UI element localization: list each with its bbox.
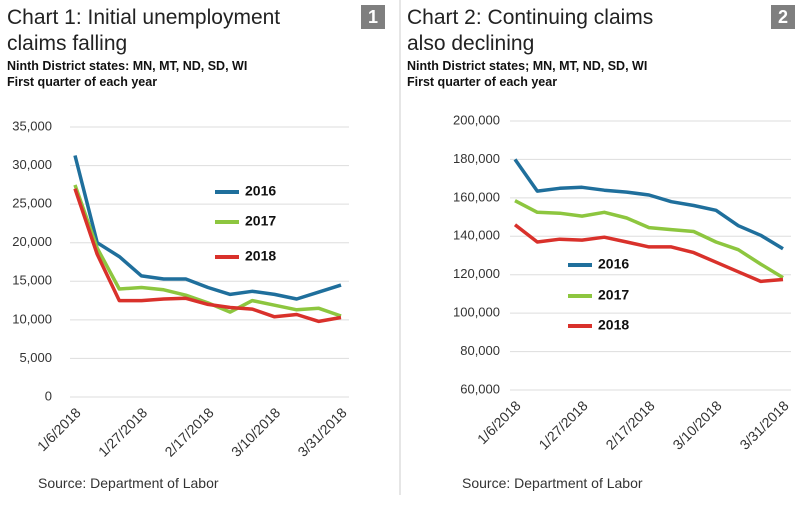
chart-badge: 2: [771, 5, 795, 29]
y-tick-label: 5,000: [19, 350, 52, 365]
x-tick-label: 1/6/2018: [474, 397, 524, 447]
x-tick-label: 3/10/2018: [669, 397, 725, 453]
y-tick-label: 180,000: [453, 151, 500, 166]
chart-subtitle: Ninth District states; MN, MT, ND, SD, W…: [407, 59, 648, 73]
y-tick-label: 10,000: [12, 311, 52, 326]
y-tick-label: 100,000: [453, 305, 500, 320]
y-tick-label: 0: [45, 388, 52, 403]
chart-title: Chart 2: Continuing claims also declinin…: [407, 6, 654, 55]
y-tick-label: 60,000: [460, 381, 500, 396]
legend-label: 2016: [245, 183, 276, 199]
y-tick-label: 30,000: [12, 157, 52, 172]
x-tick-label: 3/10/2018: [228, 404, 284, 460]
x-tick-label: 1/27/2018: [535, 397, 591, 453]
source-note: Source: Department of Labor: [462, 475, 643, 491]
chart-subtitle: Ninth District states: MN, MT, ND, SD, W…: [7, 59, 248, 73]
y-tick-label: 80,000: [460, 343, 500, 358]
legend-label: 2018: [598, 317, 629, 333]
x-tick-label: 3/31/2018: [736, 397, 792, 453]
x-tick-label: 1/27/2018: [95, 404, 151, 460]
y-tick-label: 120,000: [453, 266, 500, 281]
y-tick-label: 25,000: [12, 196, 52, 211]
y-tick-label: 160,000: [453, 189, 500, 204]
x-tick-label: 2/17/2018: [161, 404, 217, 460]
series-line: [513, 223, 784, 284]
series-line: [73, 188, 342, 324]
y-tick-label: 200,000: [453, 112, 500, 127]
series-line: [73, 155, 342, 301]
chart-title: Chart 1: Initial unemployment claims fal…: [7, 6, 281, 55]
series-line: [513, 158, 784, 251]
legend-label: 2018: [245, 248, 276, 264]
y-tick-label: 35,000: [12, 118, 52, 133]
chart-badge: 1: [361, 5, 385, 29]
x-tick-label: 2/17/2018: [602, 397, 658, 453]
source-note: Source: Department of Labor: [38, 475, 219, 491]
legend-label: 2017: [245, 213, 276, 229]
y-tick-label: 15,000: [12, 273, 52, 288]
legend-label: 2017: [598, 287, 629, 303]
chart-subtitle: First quarter of each year: [407, 75, 558, 89]
y-tick-label: 140,000: [453, 228, 500, 243]
x-tick-label: 1/6/2018: [34, 404, 84, 454]
y-tick-label: 20,000: [12, 234, 52, 249]
x-tick-label: 3/31/2018: [294, 404, 350, 460]
chart-subtitle: First quarter of each year: [7, 75, 158, 89]
series-line: [514, 199, 784, 280]
legend-label: 2016: [598, 256, 629, 272]
